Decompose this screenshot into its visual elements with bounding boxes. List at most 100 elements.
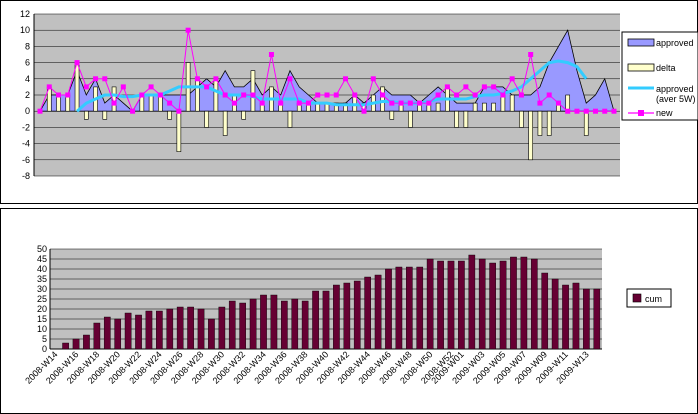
legend-label-new: new bbox=[656, 108, 673, 118]
cum-bar bbox=[343, 282, 351, 350]
new-point bbox=[120, 84, 126, 90]
new-point bbox=[157, 92, 163, 98]
cum-bar bbox=[353, 280, 361, 350]
y-tick-label: 40 bbox=[37, 264, 47, 274]
legend-marker-new bbox=[638, 110, 644, 116]
new-point bbox=[111, 100, 117, 106]
new-point bbox=[139, 92, 145, 98]
y-tick-label: 8 bbox=[25, 41, 30, 51]
delta-bar bbox=[509, 94, 515, 112]
cum-bar bbox=[93, 322, 101, 350]
approved-chart-svg: 12 10 8 6 4 2 0 -2 -4 -6 -8 approved delta approve… bbox=[0, 0, 698, 204]
new-point bbox=[194, 76, 200, 82]
delta-bar bbox=[463, 110, 469, 128]
new-point bbox=[268, 52, 274, 57]
cum-bar bbox=[301, 300, 309, 350]
cum-bar bbox=[83, 334, 90, 350]
cum-bar bbox=[447, 260, 455, 350]
new-point bbox=[546, 92, 552, 98]
new-point bbox=[407, 100, 413, 106]
delta-bar bbox=[454, 110, 459, 128]
delta-bar bbox=[195, 78, 200, 112]
new-point bbox=[102, 76, 108, 82]
y-tick-label: 10 bbox=[20, 25, 30, 35]
new-point bbox=[93, 76, 99, 82]
new-point bbox=[537, 100, 543, 106]
y-tick-label: 0 bbox=[42, 344, 47, 354]
delta-bar bbox=[241, 110, 246, 120]
new-point bbox=[472, 92, 478, 98]
y-tick-label: 6 bbox=[25, 58, 30, 68]
cum-bar bbox=[72, 338, 80, 350]
new-point bbox=[74, 60, 80, 66]
new-point bbox=[481, 84, 487, 90]
cum-bar bbox=[239, 302, 247, 350]
delta-bar bbox=[287, 110, 293, 128]
cum-bar bbox=[405, 266, 413, 350]
y-tick-label: -2 bbox=[22, 122, 30, 132]
y-tick-label: 35 bbox=[37, 274, 47, 284]
cum-bar bbox=[114, 318, 122, 350]
cum-bar bbox=[176, 306, 184, 350]
cum-bar bbox=[530, 258, 538, 350]
approved-chart-panel: 12 10 8 6 4 2 0 -2 -4 -6 -8 approved delta approve… bbox=[0, 0, 698, 204]
cum-bar bbox=[291, 298, 299, 350]
cum-bar bbox=[489, 262, 496, 350]
new-point bbox=[611, 108, 617, 114]
cum-bar bbox=[426, 258, 434, 350]
new-point bbox=[204, 84, 210, 90]
new-point bbox=[315, 92, 321, 98]
cum-bar bbox=[520, 256, 528, 350]
y-tick-label: 4 bbox=[25, 74, 30, 84]
delta-bar bbox=[102, 110, 108, 120]
cum-bar bbox=[156, 310, 163, 350]
y-tick-label: 5 bbox=[42, 334, 47, 344]
cum-bar bbox=[593, 288, 601, 350]
new-point bbox=[426, 100, 432, 106]
new-point bbox=[185, 27, 191, 33]
legend-label-delta: delta bbox=[656, 63, 676, 73]
new-point bbox=[528, 52, 534, 57]
delta-bar bbox=[167, 110, 172, 120]
legend-swatch-delta bbox=[627, 63, 655, 72]
cum-bars bbox=[62, 254, 601, 350]
cum-bar bbox=[228, 300, 236, 350]
new-point bbox=[592, 108, 598, 114]
new-point bbox=[454, 92, 460, 98]
cum-bar bbox=[208, 318, 215, 350]
new-point bbox=[296, 100, 302, 106]
legend: approved delta approved (aver 5W) new bbox=[621, 31, 698, 121]
y-tick-label: -6 bbox=[22, 155, 30, 165]
cum-bar bbox=[145, 310, 153, 350]
delta-bar bbox=[213, 78, 219, 112]
cum-bar bbox=[510, 256, 517, 350]
new-point bbox=[324, 92, 330, 98]
delta-bar bbox=[472, 102, 478, 112]
new-point bbox=[250, 92, 256, 98]
cum-bar bbox=[135, 314, 142, 350]
legend-label-cum: cum bbox=[645, 294, 662, 304]
new-point bbox=[130, 108, 136, 114]
new-point bbox=[259, 100, 265, 106]
legend-swatch-approved bbox=[627, 38, 655, 47]
cum-bar bbox=[395, 266, 403, 350]
delta-bar bbox=[148, 94, 154, 112]
new-point bbox=[167, 100, 173, 106]
y-tick-label: 25 bbox=[37, 294, 47, 304]
new-point bbox=[278, 100, 284, 106]
new-point bbox=[333, 92, 339, 98]
y-tick-label: 20 bbox=[37, 304, 47, 314]
delta-bar bbox=[343, 102, 348, 112]
delta-bar bbox=[389, 110, 395, 120]
cum-bar bbox=[62, 342, 69, 350]
new-point bbox=[37, 108, 43, 114]
new-point bbox=[176, 108, 182, 114]
new-point bbox=[518, 92, 524, 98]
delta-bar bbox=[482, 102, 487, 112]
cum-bar bbox=[218, 306, 226, 350]
new-point bbox=[83, 84, 89, 90]
delta-bar bbox=[491, 102, 496, 112]
new-point bbox=[398, 100, 404, 106]
new-line bbox=[37, 27, 617, 114]
